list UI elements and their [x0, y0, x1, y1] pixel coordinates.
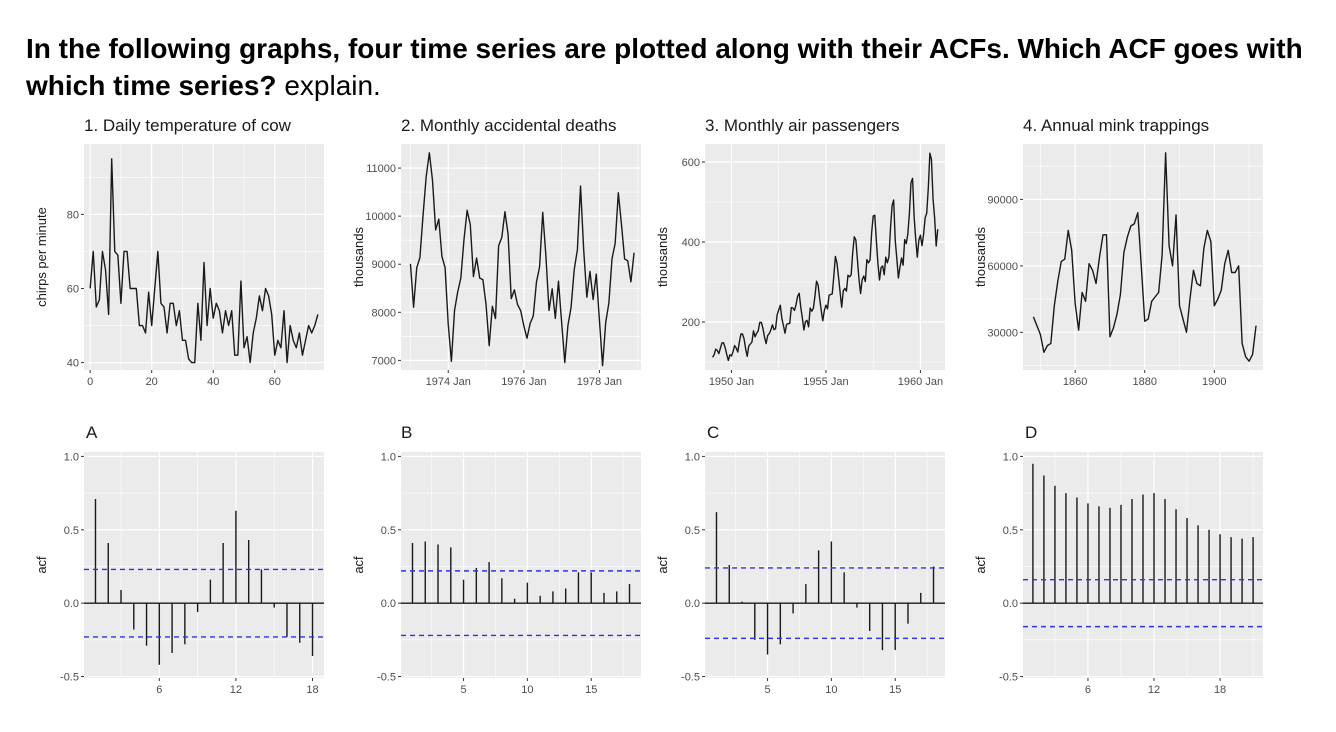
chart-3-series-line	[711, 152, 939, 362]
chart-2-title: 2. Monthly accidental deaths	[401, 116, 616, 135]
chart-5-panel	[84, 452, 324, 678]
chart-8-ytick-label: 0.0	[1003, 598, 1018, 610]
chart-4-ytick-label: 60000	[987, 261, 1018, 273]
chart-2: 7000 8000 9000 10000 11000 1974 Jan 1976 Jan 19…	[351, 116, 641, 388]
chart-5-ylabel: acf	[34, 556, 49, 574]
chart-4-xtick-label: 1900	[1202, 376, 1226, 388]
chart-3-ytick-label: 400	[682, 237, 700, 249]
chart-2-ytick-label: 8000	[372, 307, 396, 319]
chart-7-ylabel: acf	[655, 556, 670, 574]
chart-7-title: C	[707, 423, 719, 442]
chart-1-ytick-label: 40	[67, 358, 79, 370]
chart-4-xtick-label: 1860	[1063, 376, 1087, 388]
chart-5-xtick-label: 6	[156, 684, 162, 696]
chart-2-xtick-label: 1974 Jan	[426, 376, 471, 388]
chart-8-ytick-label: 0.5	[1003, 525, 1018, 537]
chart-3-ylabel: thousands	[655, 227, 670, 287]
chart-8-ylabel: acf	[973, 556, 988, 574]
chart-3-xtick-label: 1955 Jan	[803, 376, 848, 388]
chart-8-xtick-label: 6	[1085, 684, 1091, 696]
chart-3-title: 3. Monthly air passengers	[705, 116, 900, 135]
chart-7-ytick-label: 0.0	[685, 598, 700, 610]
chart-4: 30000 60000 90000 1860 1880 1900 4. Annual min…	[973, 116, 1263, 388]
chart-2-ytick-label: 7000	[372, 355, 396, 367]
chart-7-xtick-label: 5	[764, 684, 770, 696]
question-bold: In the following graphs, four time serie…	[26, 33, 1303, 101]
chart-6-ytick-label: -0.5	[377, 672, 396, 684]
chart-6-xtick-label: 5	[460, 684, 466, 696]
chart-5-xtick-label: 18	[306, 684, 318, 696]
chart-7-panel	[705, 452, 945, 678]
chart-7-ytick-label: 0.5	[685, 525, 700, 537]
chart-1: 40 60 80 0 20 40 60 1. Daily temperature of cow…	[34, 116, 324, 388]
chart-5-ytick-label: 1.0	[64, 451, 79, 463]
chart-7-ytick-label: -0.5	[681, 672, 700, 684]
chart-1-panel	[84, 144, 324, 370]
chart-2-ytick-label: 10000	[365, 211, 396, 223]
chart-4-ytick-label: 30000	[987, 327, 1018, 339]
chart-1-xtick-label: 60	[269, 376, 281, 388]
chart-2-xtick-label: 1978 Jan	[577, 376, 622, 388]
chart-1-ylabel: chirps per minute	[34, 207, 49, 307]
chart-3-panel	[705, 144, 945, 370]
chart-4-title: 4. Annual mink trappings	[1023, 116, 1209, 135]
chart-7-xtick-label: 10	[825, 684, 837, 696]
chart-2-xtick-label: 1976 Jan	[501, 376, 546, 388]
chart-7-ytick-label: 1.0	[685, 451, 700, 463]
chart-2-series-line	[409, 152, 635, 367]
chart-8-ytick-label: 1.0	[1003, 451, 1018, 463]
chart-5-title: A	[86, 423, 98, 442]
chart-2-ytick-label: 9000	[372, 259, 396, 271]
chart-6-xtick-label: 15	[585, 684, 597, 696]
chart-7-xtick-label: 15	[889, 684, 901, 696]
chart-4-ytick-label: 90000	[987, 194, 1018, 206]
chart-6-ytick-label: 1.0	[381, 451, 396, 463]
chart-1-xtick-label: 20	[146, 376, 158, 388]
chart-3-ytick-label: 200	[682, 317, 700, 329]
chart-8-xtick-label: 18	[1214, 684, 1226, 696]
chart-6-title: B	[401, 423, 412, 442]
chart-5-ytick-label: 0.5	[64, 525, 79, 537]
chart-1-series-line	[89, 158, 319, 364]
chart-1-xtick-label: 40	[207, 376, 219, 388]
chart-3-xtick-label: 1960 Jan	[898, 376, 943, 388]
chart-6-panel	[401, 452, 641, 678]
chart-1-xtick-label: 0	[87, 376, 93, 388]
chart-6-ytick-label: 0.5	[381, 525, 396, 537]
chart-5-ytick-label: 0.0	[64, 598, 79, 610]
question-plain: explain.	[284, 70, 381, 101]
chart-4-ylabel: thousands	[973, 227, 988, 287]
chart-3: 200 400 600 1950 Jan 1955 Jan 1960 Jan 3. Mont…	[655, 116, 945, 388]
chart-8-xtick-label: 12	[1148, 684, 1160, 696]
chart-2-panel	[401, 144, 641, 370]
chart-4-xtick-label: 1880	[1132, 376, 1156, 388]
chart-6-ytick-label: 0.0	[381, 598, 396, 610]
chart-1-ytick-label: 60	[67, 283, 79, 295]
chart-2-ylabel: thousands	[351, 227, 366, 287]
chart-1-ytick-label: 80	[67, 209, 79, 221]
chart-3-xtick-label: 1950 Jan	[709, 376, 754, 388]
chart-2-ytick-label: 11000	[366, 163, 396, 175]
chart-8-ytick-label: -0.5	[999, 672, 1018, 684]
chart-8-title: D	[1025, 423, 1037, 442]
chart-5-xtick-label: 12	[230, 684, 242, 696]
chart-3-ytick-label: 600	[682, 157, 700, 169]
chart-4-series-line	[1032, 152, 1257, 362]
chart-6-xtick-label: 10	[521, 684, 533, 696]
chart-1-title: 1. Daily temperature of cow	[84, 116, 292, 135]
question-text: In the following graphs, four time serie…	[26, 30, 1316, 104]
chart-5-ytick-label: -0.5	[60, 672, 79, 684]
chart-6-ylabel: acf	[351, 556, 366, 574]
